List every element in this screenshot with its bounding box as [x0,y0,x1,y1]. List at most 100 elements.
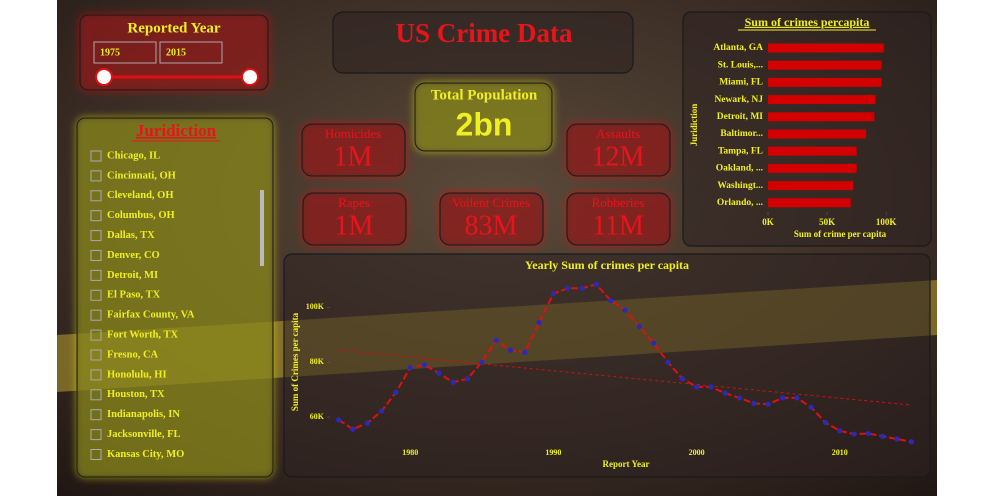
bar [768,181,854,191]
y-tick-label: 60K [310,412,325,421]
y-axis-label: Juridiction [689,104,699,147]
card-value: 1M [335,210,374,241]
jurisdiction-item[interactable]: Cincinnati, OH [107,170,176,181]
card [439,192,544,246]
chart-title: Sum of crimes percapita [745,15,870,29]
data-point [822,419,829,426]
category-label: Newark, NJ [714,95,763,105]
checkbox[interactable] [90,309,102,321]
data-point [880,433,886,439]
category-label: St. Louis,... [718,60,763,70]
card-label: Rapes [338,195,370,210]
y-tick-label: 100K [306,302,325,311]
to-input[interactable] [159,41,223,64]
category-label: Tampa, FL [718,146,763,156]
data-point [364,420,370,426]
bar [768,129,867,139]
data-point [335,417,342,423]
data-point [393,389,399,396]
bar [768,60,882,70]
jurisdiction-title: Juridiction [136,121,217,140]
data-point [579,285,585,291]
slider-handle[interactable] [241,68,259,86]
category-label: Baltimor... [720,129,763,139]
checkbox[interactable] [90,409,102,421]
checkbox[interactable] [90,269,102,281]
jurisdiction-item[interactable]: Honolulu, HI [107,369,167,380]
card-label: Assaults [596,126,640,141]
data-point [808,404,814,410]
jurisdiction-item[interactable]: El Paso, TX [107,290,161,301]
jurisdiction-item[interactable]: Dallas, TX [107,230,155,241]
y-axis-label: Sum of Crimes per capita [290,312,300,411]
data-point [407,365,413,371]
jurisdiction-item[interactable]: Jacksonville, FL [107,429,181,440]
card-value: 2bn [456,106,513,142]
jurisdiction-item[interactable]: Kansas City, MO [107,449,184,460]
jurisdiction-item[interactable]: Fairfax County, VA [107,310,195,321]
checkbox[interactable] [90,250,102,261]
card-label: Robberies [592,195,645,210]
category-label: Oakland, ... [716,164,763,174]
jurisdiction-item[interactable]: Fresno, CA [107,349,159,360]
checkbox[interactable] [90,329,102,341]
data-point [378,408,385,414]
jurisdiction-item[interactable]: Indianapolis, IN [107,409,180,420]
checkbox[interactable] [90,170,102,182]
jurisdiction-item[interactable]: Fort Worth, TX [107,330,178,341]
checkbox[interactable] [90,150,102,162]
category-label: Detroit, MI [717,112,764,122]
data-point [350,426,356,432]
jurisdiction-item[interactable]: Columbus, OH [107,210,175,221]
data-point [837,428,843,434]
scrollbar[interactable] [260,190,264,266]
data-point [550,291,556,297]
data-point [779,395,786,401]
card [302,192,407,246]
data-point [464,376,471,382]
checkbox[interactable] [90,449,102,460]
data-point [522,349,528,355]
x-tick-label: 0K [762,217,774,227]
checkbox[interactable] [90,190,102,202]
data-point [794,395,800,401]
checkbox[interactable] [90,389,102,401]
x-tick-label: 2010 [832,448,848,457]
data-point [636,324,642,330]
category-label: Miami, FL [719,78,763,88]
bar-chart-panel [682,11,932,247]
data-point [493,337,499,343]
slider-handle[interactable] [95,68,113,86]
x-tick-label: 2000 [689,448,705,457]
x-tick-label: 50K [819,217,835,227]
data-point [765,401,771,407]
checkbox[interactable] [90,289,102,301]
jurisdiction-item[interactable]: Chicago, IL [107,150,160,161]
data-point [708,384,714,390]
jurisdiction-item[interactable]: Cleveland, OH [107,190,174,201]
jurisdiction-item[interactable]: Houston, TX [107,389,165,400]
checkbox[interactable] [90,230,102,242]
data-point [851,431,857,437]
checkbox[interactable] [90,369,102,381]
checkbox[interactable] [90,210,102,222]
card-value: 12M [592,141,645,172]
bar [768,146,857,156]
data-point [651,340,657,346]
data-point [565,285,571,291]
x-axis-label: Sum of crime per capita [794,229,887,239]
data-point [622,307,628,313]
category-label: Atlanta, GA [713,43,763,53]
card-label: Voilent Crimes [452,195,530,210]
bar [768,77,882,87]
data-point [908,439,915,445]
data-point [751,400,757,406]
checkbox[interactable] [90,429,102,441]
jurisdiction-item[interactable]: Denver, CO [107,250,160,261]
data-point [608,297,614,304]
jurisdiction-item[interactable]: Detroit, MI [107,270,158,281]
card-value: 11M [592,210,644,241]
from-input[interactable] [93,41,157,64]
checkbox[interactable] [90,349,102,361]
